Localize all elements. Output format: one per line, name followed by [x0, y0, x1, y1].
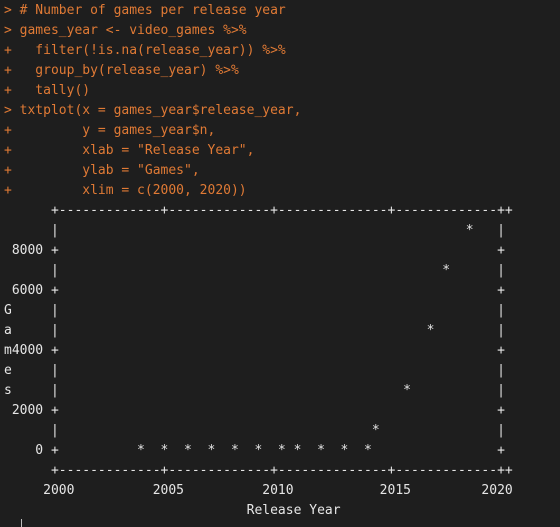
plot-line: a | * | — [4, 323, 505, 338]
command-block: > # Number of games per release year > ga… — [4, 1, 560, 201]
command-line: > games_year <- video_games %>% — [4, 23, 247, 38]
plot-line: Release Year — [4, 503, 341, 518]
command-line: + y = games_year$n, — [4, 123, 216, 138]
command-line: + filter(!is.na(release_year)) %>% — [4, 43, 286, 58]
text-cursor — [21, 519, 22, 527]
plot-line: | * | — [4, 263, 505, 278]
command-line: > # Number of games per release year — [4, 3, 286, 18]
plot-line: s | * | — [4, 383, 505, 398]
plot-line: e | | — [4, 363, 505, 378]
plot-line: 6000 + + — [4, 283, 505, 298]
text-plot: +-------------+-------------+-----------… — [4, 201, 560, 521]
plot-line: | * | — [4, 223, 505, 238]
command-line: + xlab = "Release Year", — [4, 143, 255, 158]
plot-line: | * | — [4, 423, 505, 438]
plot-line: 2000 2005 2010 2015 2020 — [4, 483, 513, 498]
plot-line: 8000 + + — [4, 243, 505, 258]
plot-line: 0 + * * * * * * * * * * * + — [4, 443, 505, 458]
command-line: + tally() — [4, 83, 91, 98]
r-console-output: > # Number of games per release year > ga… — [4, 1, 560, 521]
plot-line: 2000 + + — [4, 403, 505, 418]
plot-line: +-------------+-------------+-----------… — [4, 463, 513, 478]
command-line: + xlim = c(2000, 2020)) — [4, 183, 247, 198]
command-line: > txtplot(x = games_year$release_year, — [4, 103, 302, 118]
plot-line: +-------------+-------------+-----------… — [4, 203, 513, 218]
command-line: + ylab = "Games", — [4, 163, 200, 178]
plot-line: G | | — [4, 303, 505, 318]
plot-line: m4000 + + — [4, 343, 505, 358]
command-line: + group_by(release_year) %>% — [4, 63, 239, 78]
